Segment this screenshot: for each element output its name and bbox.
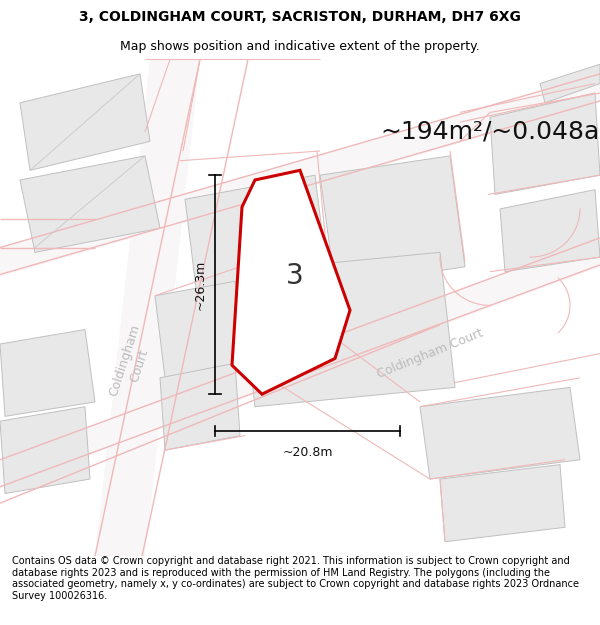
Polygon shape [95,59,200,556]
Polygon shape [232,171,350,394]
Text: 3, COLDINGHAM COURT, SACRISTON, DURHAM, DH7 6XG: 3, COLDINGHAM COURT, SACRISTON, DURHAM, … [79,9,521,24]
Polygon shape [240,253,455,407]
Text: ~20.8m: ~20.8m [282,446,333,459]
Text: Map shows position and indicative extent of the property.: Map shows position and indicative extent… [120,40,480,52]
Text: ~26.3m: ~26.3m [194,259,207,310]
Polygon shape [0,329,95,416]
Polygon shape [0,74,600,276]
Text: Coldingham
Court: Coldingham Court [107,323,157,403]
Polygon shape [420,388,580,479]
Polygon shape [20,74,150,171]
Text: 3: 3 [286,262,304,291]
Polygon shape [320,156,465,286]
Text: Contains OS data © Crown copyright and database right 2021. This information is : Contains OS data © Crown copyright and d… [12,556,579,601]
Text: ~194m²/~0.048ac.: ~194m²/~0.048ac. [380,120,600,144]
Polygon shape [20,156,160,252]
Polygon shape [0,407,90,494]
Polygon shape [155,281,245,378]
Polygon shape [160,363,240,450]
Polygon shape [500,189,600,272]
Text: Coldingham Court: Coldingham Court [375,326,485,381]
Polygon shape [0,238,600,489]
Polygon shape [185,175,330,320]
Polygon shape [490,93,600,194]
Polygon shape [540,64,600,102]
Polygon shape [440,464,565,542]
